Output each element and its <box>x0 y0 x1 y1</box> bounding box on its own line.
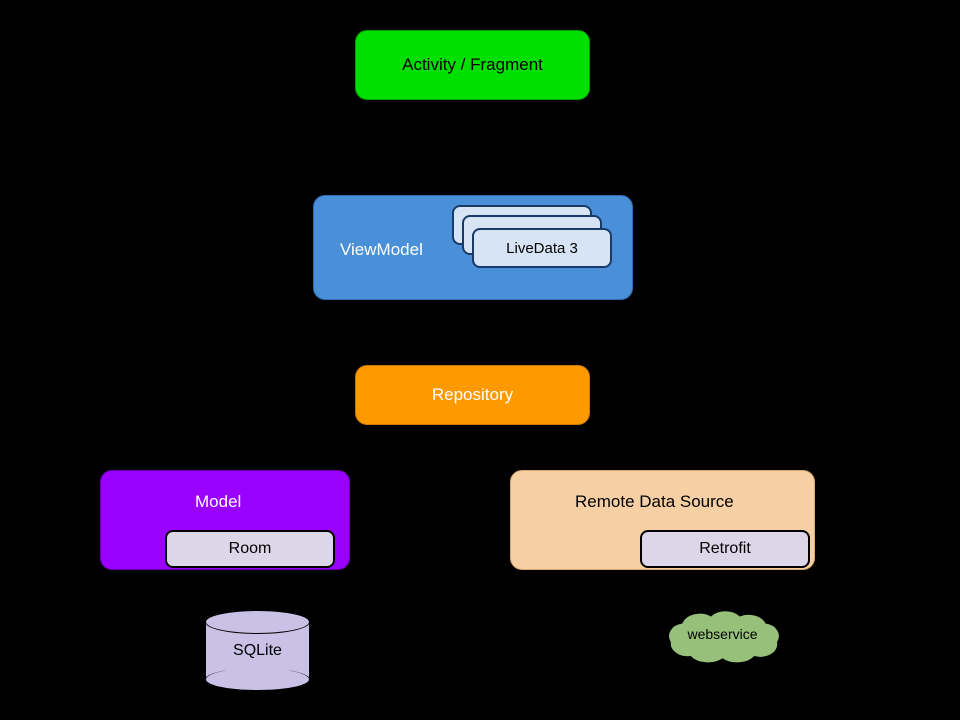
label-remote-data-source: Remote Data Source <box>575 492 734 512</box>
label-livedata: LiveData 3 <box>474 230 610 266</box>
node-retrofit: Retrofit <box>640 530 810 568</box>
diagram-stage: Activity / Fragment ViewModel LiveData 3… <box>0 0 960 720</box>
node-sqlite: SQLite <box>205 610 310 690</box>
edges-layer <box>0 0 960 720</box>
label-room: Room <box>229 540 272 558</box>
label-model: Model <box>195 492 241 512</box>
node-repository: Repository <box>355 365 590 425</box>
label-sqlite: SQLite <box>205 642 310 660</box>
node-activity-fragment: Activity / Fragment <box>355 30 590 100</box>
label-webservice: webservice <box>650 626 795 642</box>
label-repository: Repository <box>432 385 513 405</box>
label-retrofit: Retrofit <box>699 540 751 558</box>
card-livedata-front: LiveData 3 <box>472 228 612 268</box>
node-room: Room <box>165 530 335 568</box>
node-webservice: webservice <box>650 605 795 665</box>
label-viewmodel: ViewModel <box>340 240 423 260</box>
label-activity-fragment: Activity / Fragment <box>402 55 543 75</box>
